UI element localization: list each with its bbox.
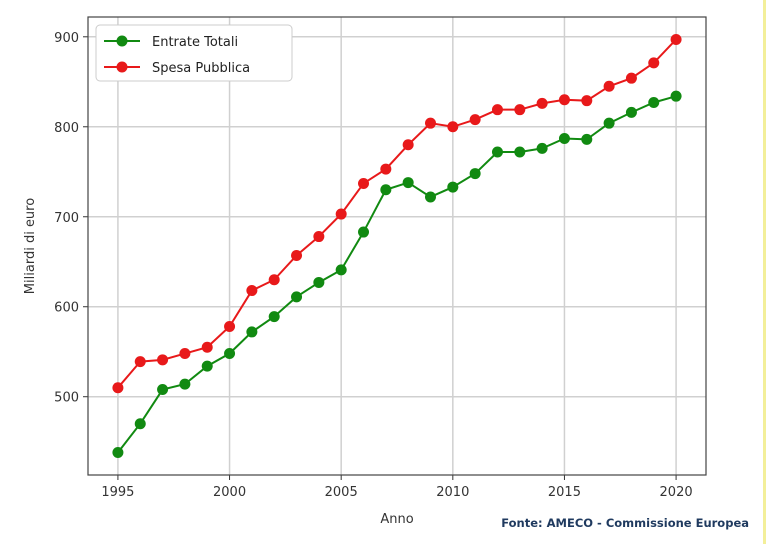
data-point-0 — [201, 360, 213, 372]
plot-area — [88, 17, 706, 475]
data-point-1 — [447, 121, 459, 133]
data-point-1 — [670, 33, 682, 45]
data-point-1 — [648, 57, 660, 69]
y-tick-label: 500 — [54, 391, 79, 406]
data-point-1 — [514, 104, 526, 116]
x-tick-label: 1995 — [101, 485, 134, 500]
source-note: Fonte: AMECO - Commissione Europea — [501, 516, 749, 530]
data-point-0 — [447, 181, 459, 193]
data-point-1 — [224, 321, 236, 333]
data-point-1 — [268, 274, 280, 286]
data-point-0 — [402, 177, 414, 189]
x-tick-label: 2020 — [660, 485, 693, 500]
data-point-0 — [157, 384, 169, 396]
legend-marker — [116, 35, 128, 47]
data-point-1 — [246, 285, 258, 297]
data-point-0 — [291, 291, 303, 303]
data-point-1 — [424, 117, 436, 129]
data-point-1 — [313, 231, 325, 243]
y-axis-label: Miliardi di euro — [23, 198, 38, 294]
x-axis-label: Anno — [380, 512, 413, 527]
data-point-0 — [491, 146, 503, 158]
x-tick-label: 2000 — [213, 485, 246, 500]
data-point-0 — [581, 133, 593, 145]
data-point-1 — [625, 72, 637, 84]
plot-frame — [87, 16, 707, 476]
y-tick-label: 700 — [54, 211, 79, 226]
data-point-0 — [246, 326, 258, 338]
data-point-0 — [335, 264, 347, 276]
data-point-0 — [536, 142, 548, 154]
data-point-0 — [358, 226, 370, 238]
data-point-0 — [603, 117, 615, 129]
data-point-0 — [670, 90, 682, 102]
legend-box — [95, 24, 293, 82]
data-point-0 — [224, 348, 236, 360]
data-point-0 — [625, 106, 637, 118]
data-point-1 — [558, 94, 570, 106]
data-point-1 — [358, 177, 370, 189]
data-point-0 — [134, 418, 146, 430]
data-point-0 — [469, 168, 481, 180]
data-point-1 — [536, 97, 548, 109]
data-point-1 — [179, 348, 191, 360]
y-tick-label: 900 — [54, 31, 79, 46]
legend-marker — [116, 61, 128, 73]
legend-label: Entrate Totali — [152, 35, 238, 50]
data-point-1 — [201, 341, 213, 353]
legend-label: Spesa Pubblica — [152, 61, 250, 76]
data-point-1 — [157, 354, 169, 366]
data-point-1 — [491, 104, 503, 116]
x-tick-label: 2015 — [548, 485, 581, 500]
data-point-0 — [558, 132, 570, 144]
data-point-0 — [648, 96, 660, 108]
data-point-0 — [424, 191, 436, 203]
data-point-1 — [335, 208, 347, 220]
data-point-1 — [112, 382, 124, 394]
data-point-0 — [268, 311, 280, 323]
data-point-0 — [313, 276, 325, 288]
data-point-0 — [514, 146, 526, 158]
data-point-1 — [469, 114, 481, 126]
data-point-0 — [112, 447, 124, 459]
x-tick-label: 2005 — [325, 485, 358, 500]
data-point-1 — [603, 80, 615, 92]
data-point-1 — [380, 163, 392, 175]
data-point-1 — [402, 139, 414, 151]
data-point-1 — [581, 95, 593, 107]
data-point-0 — [179, 378, 191, 390]
data-point-1 — [291, 249, 303, 261]
x-tick-label: 2010 — [436, 485, 469, 500]
y-tick-label: 600 — [54, 301, 79, 316]
data-point-1 — [134, 356, 146, 368]
data-point-0 — [380, 184, 392, 196]
y-tick-label: 800 — [54, 121, 79, 136]
